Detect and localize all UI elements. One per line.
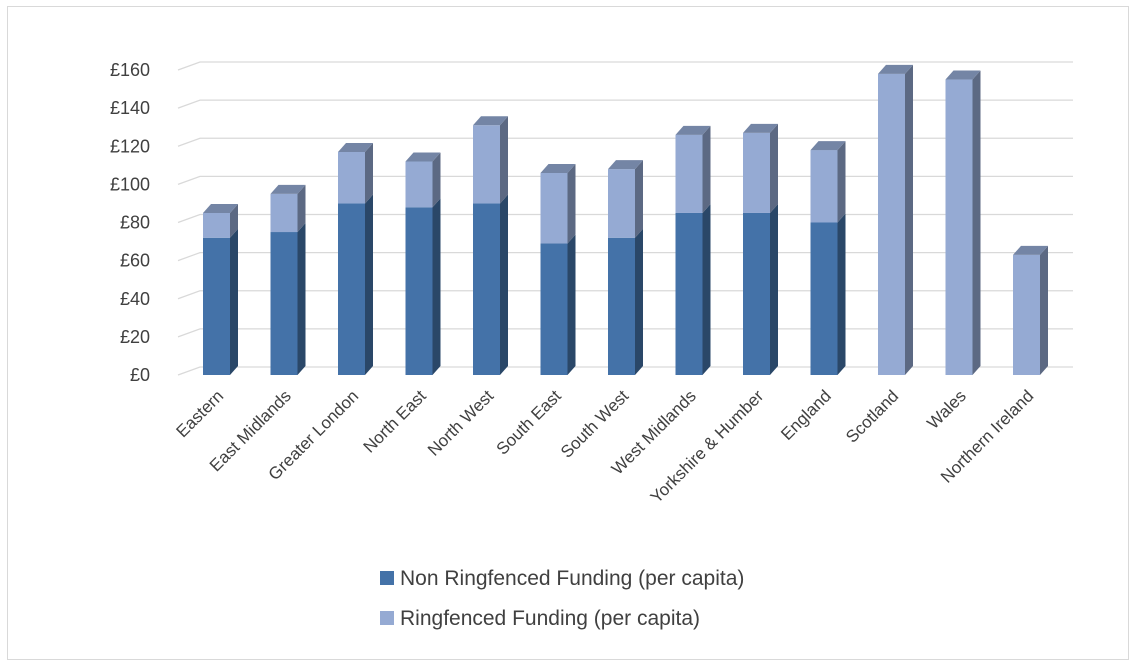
bar-11-series-1 — [945, 70, 981, 375]
x-tick-label: Scotland — [842, 386, 902, 446]
x-tick-label: Yorkshire & Humber — [647, 386, 768, 507]
gridline — [177, 99, 1073, 109]
bar-8-series-1 — [743, 123, 778, 213]
bar-9-series-0 — [810, 213, 846, 375]
y-tick-label: £0 — [130, 365, 150, 385]
y-tick-label: £120 — [110, 136, 150, 156]
gridline — [177, 137, 1073, 147]
legend-label-ringfenced: Ringfenced Funding (per capita) — [400, 607, 700, 630]
y-tick-label: £140 — [110, 98, 150, 118]
y-tick-label: £160 — [110, 60, 150, 80]
bar-1-series-0 — [270, 223, 306, 375]
x-tick-label: England — [777, 386, 835, 444]
gridline — [177, 213, 1073, 224]
y-tick-label: £20 — [120, 327, 150, 347]
x-tick-label: South East — [493, 386, 565, 458]
bars — [203, 64, 1048, 375]
x-tick-label: Wales — [923, 386, 969, 432]
bar-12-series-1 — [1013, 245, 1048, 375]
bar-0-series-1 — [203, 203, 238, 238]
gridline — [177, 328, 1073, 338]
bar-3-series-1 — [405, 152, 441, 208]
bar-5-series-1 — [540, 163, 576, 244]
bar-10-series-1 — [878, 64, 913, 375]
bar-1-series-1 — [270, 184, 306, 233]
bar-4-series-0 — [473, 194, 508, 375]
y-tick-label: £60 — [120, 251, 150, 271]
bar-4-series-1 — [473, 116, 508, 204]
x-tick-label: North West — [424, 386, 498, 460]
y-axis-ticks: £0 £20 £40 £60 £80 £100 £120 £140 £160 — [110, 60, 150, 385]
legend-swatch-non-ringfenced — [380, 571, 394, 585]
bar-2-series-1 — [338, 142, 373, 204]
bar-6-series-1 — [608, 160, 643, 238]
bar-8-series-0 — [743, 203, 778, 375]
x-tick-label: Eastern — [172, 386, 227, 441]
bar-7-series-0 — [675, 203, 711, 375]
gridlines — [177, 61, 1073, 376]
x-tick-label: North East — [360, 386, 430, 456]
bar-0-series-0 — [203, 228, 238, 375]
legend-swatch-ringfenced — [380, 611, 394, 625]
bar-5-series-0 — [540, 234, 576, 375]
bar-6-series-0 — [608, 228, 643, 375]
gridline — [177, 366, 1073, 376]
gridline — [177, 290, 1073, 300]
legend: Non Ringfenced Funding (per capita) Ring… — [380, 567, 744, 630]
bar-3-series-0 — [405, 198, 441, 375]
y-tick-label: £80 — [120, 213, 150, 233]
gridline — [177, 61, 1073, 71]
bar-7-series-1 — [675, 125, 711, 213]
y-tick-label: £40 — [120, 289, 150, 309]
gridline — [177, 175, 1073, 185]
y-tick-label: £100 — [110, 174, 150, 194]
bar-2-series-0 — [338, 194, 373, 375]
legend-label-non-ringfenced: Non Ringfenced Funding (per capita) — [400, 567, 744, 590]
bar-9-series-1 — [810, 141, 846, 223]
gridline — [177, 252, 1073, 262]
